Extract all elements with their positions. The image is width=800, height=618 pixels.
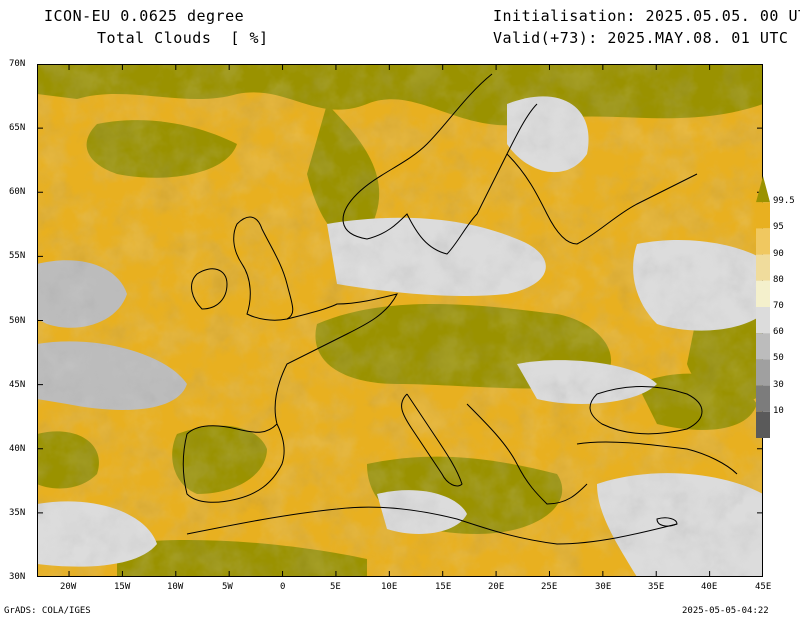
lat-label: 60N (9, 187, 26, 197)
legend-level-label: 50 (773, 353, 784, 364)
legend-swatch (756, 385, 770, 412)
legend-level-label: 90 (773, 248, 784, 259)
lon-label: 10W (167, 582, 184, 592)
lat-label: 50N (9, 316, 26, 326)
lon-label: 20E (488, 582, 505, 592)
legend-swatch (756, 228, 770, 255)
lat-label: 45N (9, 380, 26, 390)
legend-swatch (756, 280, 770, 307)
lat-label: 30N (9, 572, 26, 582)
lon-label: 5W (222, 582, 233, 592)
lat-label: 55N (9, 251, 26, 261)
lon-label: 35E (648, 582, 665, 592)
model-title: ICON-EU 0.0625 degree (44, 7, 245, 25)
valid-time: Valid(+73): 2025.MAY.08. 01 UTC (493, 29, 789, 47)
legend-level-label: 95 (773, 222, 784, 233)
coastline-france (236, 293, 398, 433)
coastline-iberia (182, 423, 285, 503)
legend-level-label: 10 (773, 405, 784, 416)
legend-swatch (756, 254, 770, 281)
coastlines (182, 73, 738, 545)
lon-label: 15E (435, 582, 452, 592)
color-legend (756, 176, 770, 438)
coastline-scandinavia (342, 73, 538, 255)
legend-level-label: 99.5 (773, 196, 795, 207)
legend-swatch (756, 176, 770, 203)
legend-swatch (756, 307, 770, 334)
coastline-black-sea (589, 386, 703, 435)
legend-swatch (756, 359, 770, 386)
lon-label: 5E (330, 582, 341, 592)
cloud-texture (37, 64, 763, 577)
cloud-cover-map (37, 64, 763, 577)
legend-level-label: 70 (773, 301, 784, 311)
lon-label: 10E (381, 582, 398, 592)
legend-swatch (756, 411, 770, 438)
lat-label: 35N (9, 508, 26, 518)
legend-level-label: 60 (773, 327, 784, 338)
lon-label: 20W (60, 582, 77, 592)
lon-label: 40E (701, 582, 718, 592)
lat-label: 70N (9, 59, 26, 69)
lon-label: 30E (595, 582, 612, 592)
coastline-turkey (576, 441, 738, 475)
legend-swatch (756, 202, 770, 229)
legend-swatch (756, 333, 770, 360)
coastline-baltic (506, 153, 698, 245)
lon-label: 25E (541, 582, 558, 592)
lon-label: 45E (755, 582, 772, 592)
coastline-cyprus (656, 517, 678, 527)
legend-level-label: 30 (773, 379, 784, 390)
coastline-italy (401, 393, 463, 487)
coastline-balkans (466, 403, 588, 505)
credit: GrADS: COLA/IGES (4, 606, 91, 616)
legend-level-label: 80 (773, 274, 784, 285)
init-time: Initialisation: 2025.05.05. 00 UTC (493, 7, 800, 25)
coastline-ireland (191, 268, 228, 310)
timestamp: 2025-05-05-04:22 (682, 606, 769, 616)
field-title: Total Clouds [ %] (97, 29, 269, 47)
lat-label: 40N (9, 444, 26, 454)
lat-label: 65N (9, 123, 26, 133)
axis-ticks (37, 64, 763, 577)
lon-label: 15W (114, 582, 131, 592)
lon-label: 0 (280, 582, 286, 592)
coastline-north-africa (186, 506, 678, 545)
